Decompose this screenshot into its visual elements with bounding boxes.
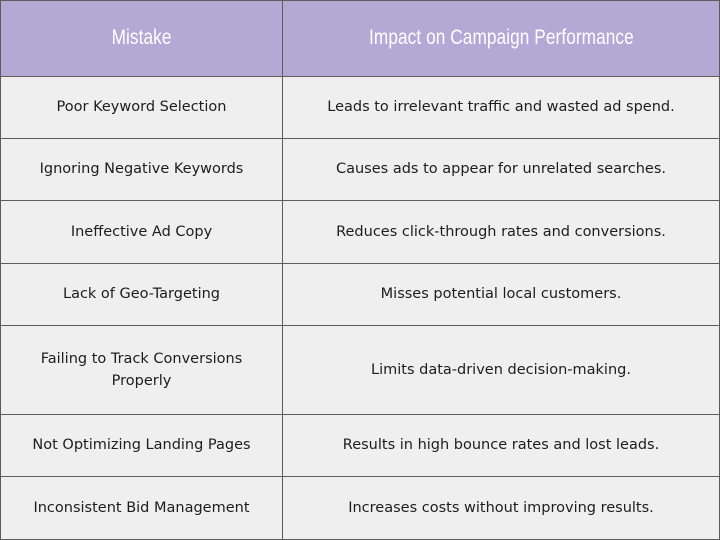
mistake-text: Poor Keyword Selection	[56, 99, 227, 116]
header-mistake-label: Mistake	[111, 26, 172, 50]
mistake-text: Not Optimizing Landing Pages	[32, 437, 251, 454]
table-row-impact: Leads to irrelevant traffic and wasted a…	[283, 77, 720, 139]
table-row-mistake: Failing to Track Conversions Properly	[0, 326, 283, 415]
impact-text: Increases costs without improving result…	[348, 499, 654, 516]
mistake-text: Ignoring Negative Keywords	[39, 161, 244, 178]
table-row-mistake: Poor Keyword Selection	[0, 77, 283, 139]
table-row-mistake: Ignoring Negative Keywords	[0, 139, 283, 201]
table-row-mistake: Inconsistent Bid Management	[0, 477, 283, 540]
impact-text: Limits data-driven decision-making.	[371, 361, 631, 378]
table-row-impact: Reduces click-through rates and conversi…	[283, 201, 720, 264]
impact-text: Misses potential local customers.	[380, 286, 622, 303]
impact-text: Causes ads to appear for unrelated searc…	[335, 161, 666, 178]
table-row-impact: Misses potential local customers.	[283, 264, 720, 326]
table-row-mistake: Ineffective Ad Copy	[0, 201, 283, 264]
table-row-impact: Increases costs without improving result…	[283, 477, 720, 540]
impact-text: Reduces click-through rates and conversi…	[336, 223, 666, 240]
impact-text: Results in high bounce rates and lost le…	[342, 437, 660, 454]
mistake-text: Lack of Geo-Targeting	[62, 286, 220, 303]
header-impact-label: Impact on Campaign Performance	[368, 26, 634, 50]
header-impact: Impact on Campaign Performance	[283, 0, 720, 77]
header-mistake: Mistake	[0, 0, 283, 77]
impact-text: Leads to irrelevant traffic and wasted a…	[327, 99, 675, 116]
mistake-text: Inconsistent Bid Management	[33, 499, 250, 516]
table-row-mistake: Not Optimizing Landing Pages	[0, 415, 283, 477]
table-row-impact: Causes ads to appear for unrelated searc…	[283, 139, 720, 201]
table-row-impact: Limits data-driven decision-making.	[283, 326, 720, 415]
table-row-mistake: Lack of Geo-Targeting	[0, 264, 283, 326]
mistake-text: Failing to Track Conversions Properly	[40, 350, 243, 389]
mistake-text: Ineffective Ad Copy	[70, 223, 213, 240]
table-row-impact: Results in high bounce rates and lost le…	[283, 415, 720, 477]
